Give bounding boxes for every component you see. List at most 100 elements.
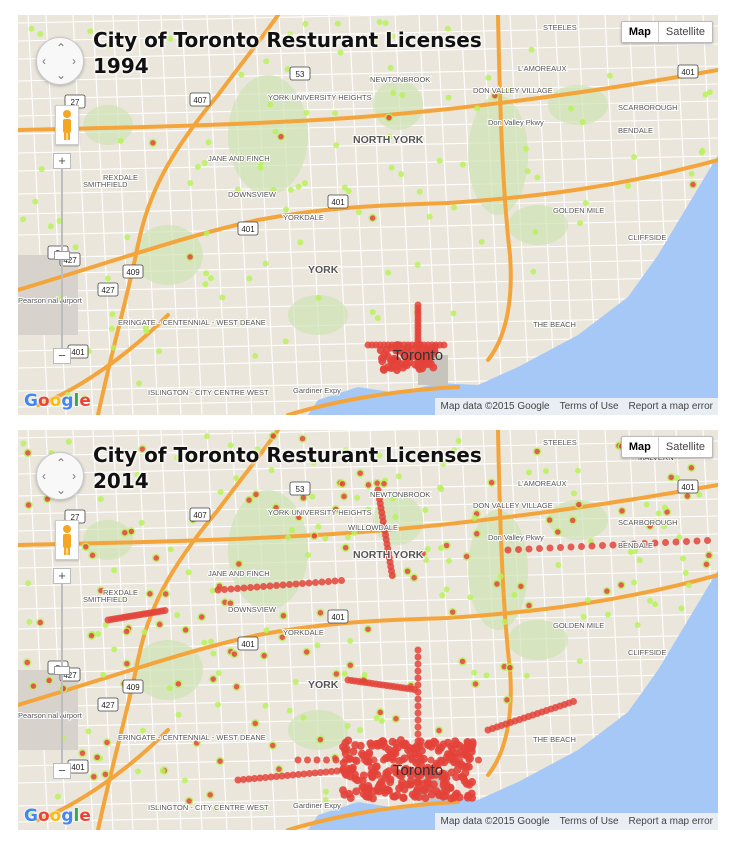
pegman-icon[interactable] [55, 520, 79, 560]
map-type-control: Map Satellite [620, 436, 713, 458]
heat-point [693, 537, 701, 545]
heat-point [234, 559, 244, 569]
heat-point [78, 748, 87, 758]
heat-point [470, 40, 477, 47]
heat-point [270, 186, 277, 193]
heat-point [120, 594, 127, 601]
heat-point [348, 765, 357, 774]
heat-point [399, 756, 406, 764]
zoom-slider-thumb[interactable] [54, 666, 70, 675]
heat-point [25, 580, 32, 587]
highway [18, 483, 718, 547]
heat-point [240, 584, 248, 592]
heat-point [81, 394, 88, 401]
map-panel-2014[interactable]: STEELES NEWTONBROOK L'AMOREAUX DON VALLEY V… [18, 430, 718, 830]
heat-point [303, 109, 310, 116]
map-button[interactable]: Map [622, 437, 659, 457]
satellite-button[interactable]: Satellite [665, 26, 705, 38]
heat-point [580, 613, 587, 620]
heat-point [699, 147, 706, 154]
highway-shield-icon: 53 [289, 66, 311, 81]
heat-point [456, 749, 465, 758]
map-canvas[interactable]: STEELES NEWTONBROOK L'AMOREAUX DON VALLEY V… [18, 15, 718, 415]
place-label: NORTH YORK [353, 549, 424, 561]
heat-point [399, 349, 408, 358]
heat-point [478, 238, 485, 245]
heat-point [652, 601, 659, 608]
heat-point [338, 479, 347, 489]
heat-point [161, 607, 169, 614]
heat-point [96, 586, 106, 595]
map-canvas[interactable]: STEELES NEWTONBROOK L'AMOREAUX DON VALLEY V… [18, 430, 718, 830]
heat-point [378, 357, 387, 366]
heat-point [578, 543, 585, 550]
heat-point [403, 567, 412, 576]
zoom-out-button[interactable]: − [53, 763, 71, 779]
pan-control-icon[interactable]: ⌃ ⌄ ‹ › [36, 452, 84, 500]
highway-shield-icon: 401 [67, 344, 89, 359]
heat-point [632, 547, 639, 554]
map-button[interactable]: Map [622, 22, 659, 42]
heat-point [395, 473, 402, 480]
heat-point [376, 452, 383, 459]
heat-point [88, 551, 97, 560]
zoom-in-button[interactable]: + [53, 153, 71, 169]
street [18, 25, 718, 42]
svg-text:401: 401 [241, 225, 255, 234]
heat-point [414, 793, 423, 802]
heat-point [305, 552, 312, 559]
terms-link[interactable]: Terms of Use [559, 816, 619, 827]
heat-point [26, 618, 33, 625]
heat-point [379, 365, 388, 374]
heat-point [295, 771, 302, 778]
zoom-out-button[interactable]: − [53, 348, 71, 364]
heat-point [54, 793, 61, 800]
heat-point [409, 573, 419, 582]
svg-text:407: 407 [193, 511, 207, 520]
heat-point [404, 743, 413, 752]
heat-point [247, 584, 254, 591]
heat-point [314, 642, 321, 649]
highway-shield-icon: 407 [189, 92, 211, 107]
heat-point [385, 269, 392, 276]
heat-point [234, 585, 241, 592]
heat-point [339, 767, 346, 774]
heat-point [364, 792, 373, 801]
svg-text:401: 401 [71, 348, 85, 357]
report-error-link[interactable]: Report a map error [628, 401, 713, 412]
logo-letter: G [24, 806, 38, 826]
heat-point [287, 186, 294, 193]
heat-point [523, 672, 530, 679]
heat-point [461, 768, 470, 777]
zoom-slider-thumb[interactable] [54, 251, 70, 260]
heat-point [682, 569, 689, 576]
heat-point [141, 629, 148, 636]
heat-point [416, 188, 423, 195]
heat-point [414, 667, 422, 675]
heat-point [702, 560, 711, 569]
heat-point [414, 716, 422, 724]
heat-point [393, 362, 402, 371]
zoom-in-button[interactable]: + [53, 568, 71, 584]
heat-point [87, 28, 94, 35]
satellite-button[interactable]: Satellite [665, 441, 705, 453]
highway [36, 728, 170, 822]
heat-point [359, 771, 368, 780]
heat-point [483, 672, 490, 679]
map-panel-1994[interactable]: STEELES NEWTONBROOK L'AMOREAUX DON VALLEY V… [18, 15, 718, 415]
report-error-link[interactable]: Report a map error [628, 816, 713, 827]
heat-point [445, 557, 452, 564]
terms-link[interactable]: Terms of Use [559, 401, 619, 412]
heat-point [266, 582, 274, 590]
street [181, 430, 203, 830]
heat-point [122, 659, 132, 668]
heat-point [328, 768, 335, 775]
pan-control-icon[interactable]: ⌃ ⌄ ‹ › [36, 37, 84, 85]
pegman-icon[interactable] [55, 105, 79, 145]
heat-point [102, 621, 109, 628]
heat-point [302, 647, 311, 657]
heat-point [331, 110, 338, 117]
heat-point [347, 637, 354, 644]
heat-point [203, 270, 210, 277]
heat-point [32, 198, 39, 205]
